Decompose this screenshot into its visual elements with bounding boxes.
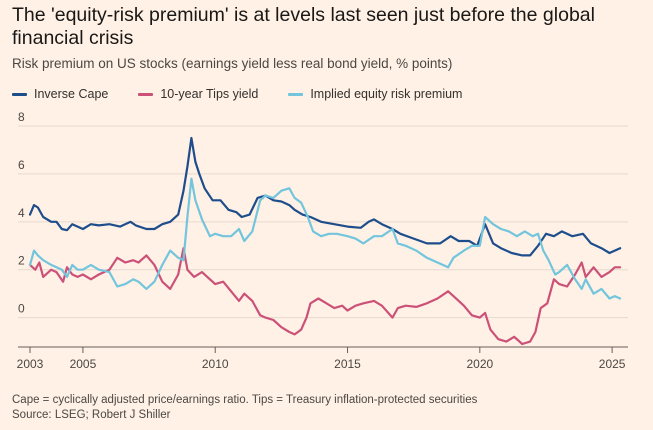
legend-item-tips-yield: 10-year Tips yield	[138, 87, 258, 101]
chart-legend: Inverse Cape 10-year Tips yield Implied …	[12, 87, 462, 101]
legend-item-inverse-cape: Inverse Cape	[12, 87, 108, 101]
x-tick-label-2015: 2015	[334, 357, 361, 371]
y-tick-label-0: 0	[18, 302, 25, 316]
series-line-10-year-tips-yield	[28, 247, 622, 346]
footnote: Cape = cyclically adjusted price/earning…	[12, 394, 478, 406]
x-tick-label-2005: 2005	[70, 357, 97, 371]
legend-label-implied-erp: Implied equity risk premium	[310, 87, 463, 101]
legend-label-tips-yield: 10-year Tips yield	[160, 87, 259, 101]
y-tick-label-6: 6	[18, 158, 25, 172]
legend-swatch-implied-erp	[288, 92, 304, 96]
x-tick-label-2025: 2025	[599, 357, 626, 371]
y-tick-label-2: 2	[18, 254, 25, 268]
source-note: Source: LSEG; Robert J Shiller	[12, 409, 171, 421]
x-tick-label-2003: 2003	[17, 357, 44, 371]
series-line-implied-equity-risk-premium	[28, 177, 622, 300]
y-axis-ticks: 0 2 4 6 8	[18, 110, 25, 316]
series-line-inverse-cape	[28, 136, 622, 257]
chart-footer: Cape = cyclically adjusted price/earning…	[12, 393, 477, 423]
series-lines	[28, 136, 622, 346]
legend-item-implied-erp: Implied equity risk premium	[288, 87, 462, 101]
line-chart: 0 2 4 6 8 2003 2005 2010 2015 2020 2025	[17, 110, 628, 371]
x-tick-label-2020: 2020	[466, 357, 493, 371]
y-tick-label-8: 8	[18, 110, 25, 124]
y-tick-label-4: 4	[18, 206, 25, 220]
legend-swatch-tips-yield	[138, 92, 154, 96]
legend-label-inverse-cape: Inverse Cape	[34, 87, 109, 101]
chart-subtitle: Risk premium on US stocks (earnings yiel…	[12, 56, 453, 71]
legend-swatch-inverse-cape	[12, 92, 27, 96]
x-tick-label-2010: 2010	[202, 357, 229, 371]
x-axis: 2003 2005 2010 2015 2020 2025	[17, 346, 628, 371]
chart-title: The 'equity-risk premium' is at levels l…	[12, 4, 595, 49]
